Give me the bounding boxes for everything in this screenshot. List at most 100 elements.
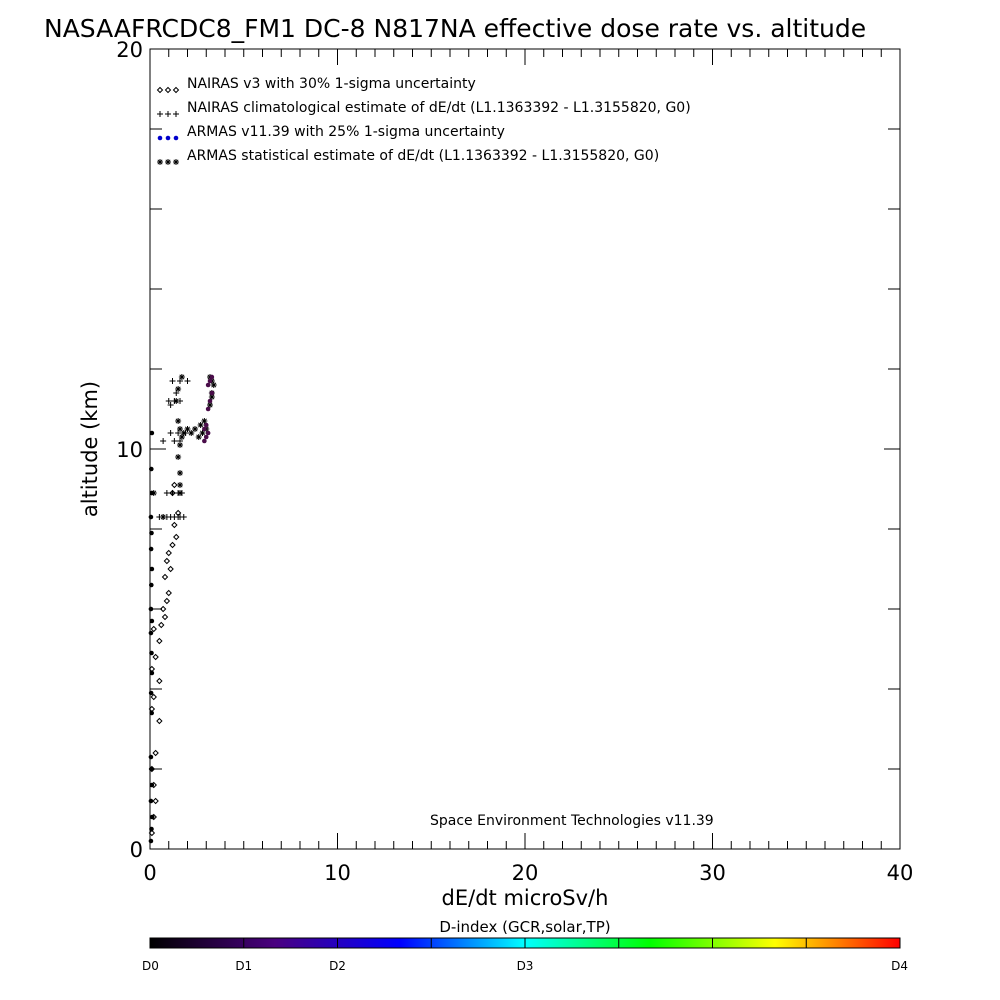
data-point xyxy=(156,637,163,645)
legend-item: NAIRAS climatological estimate of dE/dt … xyxy=(157,100,691,117)
data-point xyxy=(173,398,180,404)
y-tick-label: 0 xyxy=(130,838,143,862)
axis-tick-labels: 0 10 20 30 40 0 10 20 xyxy=(116,38,913,885)
data-point xyxy=(148,606,154,612)
data-point xyxy=(184,426,191,432)
data-point xyxy=(149,530,154,536)
legend-label: ARMAS v11.39 with 25% 1-sigma uncertaint… xyxy=(187,124,505,140)
data-point xyxy=(163,557,171,565)
data-marks xyxy=(148,374,217,844)
data-point xyxy=(149,430,155,436)
legend-marker xyxy=(165,111,171,117)
data-point xyxy=(165,589,172,597)
data-point xyxy=(148,546,154,552)
data-point xyxy=(180,430,187,436)
data-point xyxy=(203,434,209,440)
data-point xyxy=(209,390,215,396)
data-point xyxy=(160,514,167,520)
data-point xyxy=(175,454,182,460)
data-point xyxy=(158,621,165,629)
x-tick-label: 0 xyxy=(143,861,156,885)
data-point xyxy=(150,693,157,701)
data-point xyxy=(148,690,154,696)
data-point xyxy=(149,618,155,624)
data-point xyxy=(152,749,159,757)
data-point xyxy=(177,482,183,488)
legend-marker xyxy=(156,86,164,94)
data-point xyxy=(163,597,171,605)
colorbar-title: D-index (GCR,solar,TP) xyxy=(439,918,610,936)
data-point xyxy=(149,650,154,656)
data-point xyxy=(208,394,215,400)
data-point xyxy=(160,438,167,444)
colorbar-label: D2 xyxy=(329,959,346,973)
data-point xyxy=(156,717,163,725)
legend: NAIRAS v3 with 30% 1-sigma uncertainty NA… xyxy=(156,76,691,165)
data-point xyxy=(173,533,180,541)
data-point xyxy=(202,438,207,444)
data-point xyxy=(167,430,174,436)
data-point xyxy=(149,782,155,788)
data-point xyxy=(150,625,157,633)
data-point xyxy=(177,490,183,496)
data-point xyxy=(161,573,169,581)
data-point xyxy=(195,434,202,440)
legend-marker xyxy=(157,159,163,165)
data-point xyxy=(177,470,183,476)
data-point xyxy=(149,466,154,472)
colorbar-label: D3 xyxy=(517,959,534,973)
data-point xyxy=(178,434,185,440)
data-point xyxy=(148,514,154,520)
x-tick-label: 20 xyxy=(512,861,539,885)
y-tick-label: 20 xyxy=(116,38,143,62)
x-tick-label: 10 xyxy=(324,861,351,885)
data-point xyxy=(178,374,185,380)
x-tick-label: 40 xyxy=(887,861,914,885)
colorbar-label: D1 xyxy=(235,959,252,973)
legend-marker xyxy=(173,111,179,117)
data-point xyxy=(159,605,167,613)
data-point xyxy=(149,766,154,772)
data-point xyxy=(169,378,176,384)
legend-marker xyxy=(165,135,171,141)
legend-item: NAIRAS v3 with 30% 1-sigma uncertainty xyxy=(156,76,476,94)
plot-frame xyxy=(149,48,901,850)
legend-marker xyxy=(164,86,172,94)
data-point xyxy=(148,838,154,844)
colorbar-label: D4 xyxy=(891,959,908,973)
y-axis-label: altitude (km) xyxy=(78,381,102,517)
axis-ticks xyxy=(149,48,901,850)
legend-marker xyxy=(165,159,171,165)
legend-label: ARMAS statistical estimate of dE/dt (L1.… xyxy=(187,148,659,164)
legend-marker xyxy=(173,159,179,165)
data-point xyxy=(149,814,155,820)
data-point xyxy=(171,521,178,529)
colorbar-label: D0 xyxy=(142,959,159,973)
data-point xyxy=(205,406,211,412)
data-point xyxy=(149,670,155,676)
data-point xyxy=(148,630,154,636)
data-point xyxy=(207,402,213,408)
legend-item: ARMAS v11.39 with 25% 1-sigma uncertaint… xyxy=(157,124,505,141)
data-point xyxy=(149,826,154,832)
data-point xyxy=(169,490,176,496)
data-point xyxy=(169,541,176,549)
data-point xyxy=(210,382,217,388)
data-point xyxy=(192,426,198,432)
x-tick-label: 30 xyxy=(699,861,726,885)
legend-label: NAIRAS v3 with 30% 1-sigma uncertainty xyxy=(187,76,476,92)
data-point xyxy=(152,797,159,805)
data-point xyxy=(205,382,211,388)
data-point xyxy=(177,442,183,448)
chart-title: NASAAFRCDC8_FM1 DC-8 N817NA effective do… xyxy=(44,14,866,43)
data-point xyxy=(207,378,213,384)
data-point xyxy=(180,514,187,520)
legend-label: NAIRAS climatological estimate of dE/dt … xyxy=(187,100,691,116)
data-point xyxy=(149,582,154,588)
data-point xyxy=(188,430,195,436)
data-point xyxy=(165,398,172,404)
data-point xyxy=(167,402,174,408)
data-point xyxy=(163,490,170,496)
data-point xyxy=(152,653,159,661)
